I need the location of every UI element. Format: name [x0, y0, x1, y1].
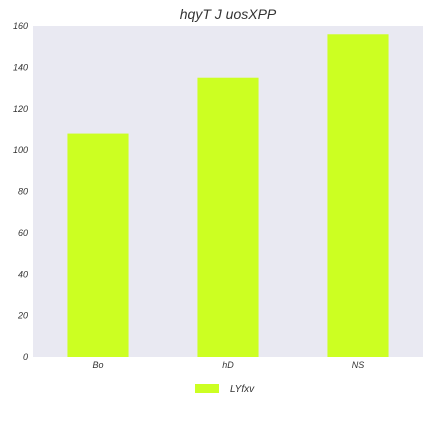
y-tick-label: 140	[13, 62, 28, 72]
y-tick-label: 20	[17, 311, 28, 321]
y-tick-label: 160	[13, 21, 28, 31]
y-tick-label: 40	[18, 269, 28, 279]
y-tick-label: 100	[13, 145, 28, 155]
x-tick-label: Bo	[92, 360, 103, 370]
y-axis-ticks: 0 20 40 60 80 100 120 140 160	[13, 21, 28, 362]
y-tick-label: 120	[13, 104, 28, 114]
chart-title: hqyT J uosXPP	[180, 6, 277, 22]
legend-swatch	[195, 384, 219, 393]
x-tick-label: hD	[222, 360, 234, 370]
y-tick-label: 60	[18, 228, 28, 238]
bar-hD	[197, 77, 259, 357]
bar-NS	[327, 34, 389, 358]
bar-Bo	[67, 133, 129, 357]
y-tick-label: 80	[18, 187, 28, 197]
legend: LYfxv	[195, 384, 255, 395]
x-tick-label: NS	[352, 360, 365, 370]
y-tick-label: 0	[23, 352, 28, 362]
bars-group	[67, 34, 389, 358]
legend-label: LYfxv	[230, 384, 255, 395]
x-axis-ticks: Bo hD NS	[92, 360, 364, 370]
